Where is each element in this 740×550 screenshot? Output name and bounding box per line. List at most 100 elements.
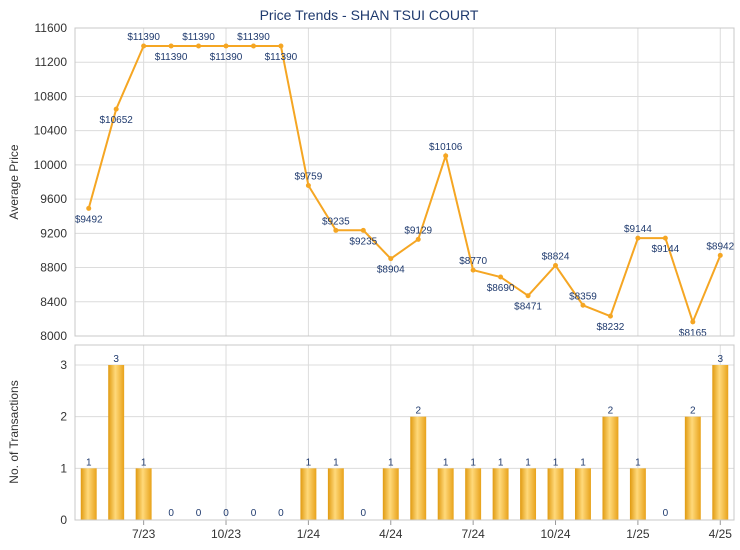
price-data-label: $9144 xyxy=(624,224,652,235)
chart-title: Price Trends - SHAN TSUI COURT xyxy=(260,7,479,23)
transactions-plot-background xyxy=(75,345,734,520)
price-point xyxy=(86,205,92,211)
transaction-count-label: 1 xyxy=(470,457,476,468)
price-data-label: $8942 xyxy=(706,241,734,252)
price-data-label: $9759 xyxy=(294,172,322,183)
price-point xyxy=(388,256,394,262)
price-data-label: $8232 xyxy=(597,322,625,333)
transaction-bar xyxy=(684,416,701,520)
transaction-count-label: 1 xyxy=(388,457,394,468)
transaction-bar xyxy=(492,468,509,520)
price-data-label: $8165 xyxy=(679,328,707,339)
price-point xyxy=(250,43,256,49)
transactions-y-tick-label: 0 xyxy=(60,513,67,527)
price-point xyxy=(278,43,284,49)
transaction-count-label: 0 xyxy=(278,508,284,519)
price-point xyxy=(443,153,449,159)
transaction-bar xyxy=(547,468,564,520)
price-y-tick-label: 9200 xyxy=(40,226,67,240)
price-points xyxy=(86,43,723,325)
transactions-y-tick-label: 1 xyxy=(60,461,67,475)
price-point xyxy=(113,106,119,112)
transaction-count-label: 2 xyxy=(690,406,696,417)
transaction-bar xyxy=(465,468,482,520)
price-labels: $9492 $10652 $11390 $11390 $11390 $11390 $1139… xyxy=(75,32,735,339)
transaction-count-label: 1 xyxy=(525,457,531,468)
transactions-y-tick-label: 3 xyxy=(60,358,67,372)
transaction-count-label: 1 xyxy=(635,457,641,468)
price-line-panel: 8000 8400 8800 9200 9600 10000 10400 10800 11200… xyxy=(7,21,735,343)
transaction-count-label: 0 xyxy=(251,508,257,519)
transaction-bar xyxy=(629,468,646,520)
transactions-bar-panel: 0 1 2 3 1 3 1 0 0 0 0 0 1 1 0 1 2 1 1 1 1 1 1 2 1 0 2 3 7/23 10/23 1… xyxy=(7,344,735,541)
transaction-bar xyxy=(108,365,125,520)
transaction-count-label: 3 xyxy=(717,354,723,365)
price-data-label: $9144 xyxy=(651,244,679,255)
price-data-label: $8359 xyxy=(569,291,597,302)
price-line xyxy=(87,45,722,325)
price-plot-frame xyxy=(74,27,735,337)
transaction-count-label: 0 xyxy=(168,508,174,519)
transaction-bar xyxy=(520,468,537,520)
transaction-count-label: 1 xyxy=(553,457,559,468)
price-data-label: $11390 xyxy=(237,32,270,43)
price-data-label: $8904 xyxy=(377,265,405,276)
price-point xyxy=(168,43,174,49)
x-tick-label: 4/25 xyxy=(709,527,733,541)
price-point xyxy=(305,183,311,189)
transaction-bar xyxy=(437,468,454,520)
price-point xyxy=(333,227,339,233)
transaction-count-label: 1 xyxy=(580,457,586,468)
price-plot-background xyxy=(75,28,734,336)
price-y-ticks: 8000 8400 8800 9200 9600 10000 10400 10800 11200… xyxy=(34,21,68,343)
price-data-label: $10652 xyxy=(100,115,134,126)
x-axis-ticks: 7/23 10/23 1/24 4/24 7/24 10/24 1/25 4/25 xyxy=(132,520,732,541)
transaction-count-label: 0 xyxy=(196,508,202,519)
transaction-count-label: 0 xyxy=(223,508,229,519)
price-y-tick-label: 10800 xyxy=(34,89,68,103)
transaction-count-label: 1 xyxy=(306,457,312,468)
transaction-bar xyxy=(382,468,399,520)
price-point xyxy=(498,274,504,280)
transaction-count-label: 1 xyxy=(333,457,339,468)
price-y-tick-label: 10000 xyxy=(34,158,68,172)
transaction-count-label: 2 xyxy=(608,406,614,417)
transactions-y-ticks: 0 1 2 3 xyxy=(60,358,67,527)
price-point xyxy=(662,235,668,241)
price-y-tick-label: 10400 xyxy=(34,124,68,138)
price-point xyxy=(196,43,202,49)
price-data-label: $9129 xyxy=(404,225,432,236)
price-point xyxy=(580,302,586,308)
x-tick-label: 4/24 xyxy=(379,527,403,541)
transaction-bar xyxy=(410,416,427,520)
price-point xyxy=(360,227,366,233)
transaction-bar xyxy=(135,468,152,520)
price-data-label: $8824 xyxy=(542,252,570,263)
price-y-tick-label: 8000 xyxy=(40,329,67,343)
transaction-bar xyxy=(327,468,344,520)
transaction-bar xyxy=(712,365,729,520)
x-tick-label: 10/23 xyxy=(211,527,241,541)
transaction-count-label: 0 xyxy=(361,508,367,519)
transaction-bar-labels: 1 3 1 0 0 0 0 0 1 1 0 1 2 1 1 1 1 1 1 2 1 0 2 3 xyxy=(86,354,724,519)
transaction-bar xyxy=(575,468,591,520)
price-data-label: $11390 xyxy=(155,52,188,63)
price-point xyxy=(607,313,613,319)
price-y-tick-label: 8400 xyxy=(40,295,67,309)
price-y-tick-label: 11600 xyxy=(35,21,68,35)
x-tick-label: 7/23 xyxy=(132,527,156,541)
x-tick-label: 7/24 xyxy=(461,527,485,541)
transaction-bars xyxy=(80,365,729,520)
price-y-tick-label: 8800 xyxy=(40,261,67,275)
x-tick-label: 1/24 xyxy=(297,527,321,541)
price-point xyxy=(223,43,229,49)
price-point xyxy=(717,252,723,258)
transaction-bar xyxy=(300,468,317,520)
price-data-label: $8690 xyxy=(487,283,515,294)
price-point xyxy=(690,319,696,325)
x-tick-label: 10/24 xyxy=(541,527,571,541)
price-data-label: $11390 xyxy=(127,32,160,43)
transaction-bar xyxy=(80,468,97,520)
transaction-bar xyxy=(602,416,619,520)
